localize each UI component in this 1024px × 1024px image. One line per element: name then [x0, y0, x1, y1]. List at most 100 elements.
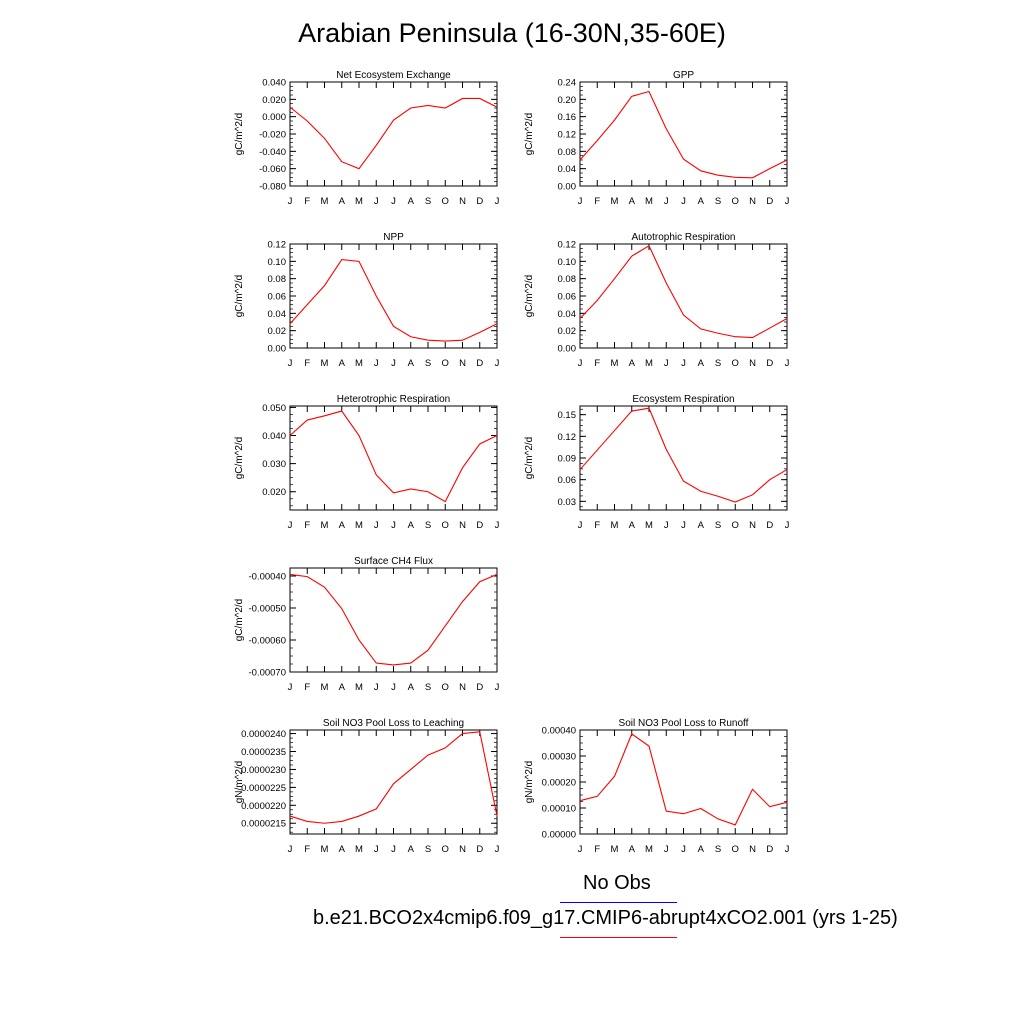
x-tick-label: J: [578, 196, 583, 207]
x-tick-label: J: [374, 358, 379, 369]
x-tick-label: M: [355, 196, 363, 207]
x-tick-label: M: [321, 844, 329, 855]
x-tick-label: D: [476, 520, 483, 531]
x-tick-label: A: [698, 196, 705, 207]
x-tick-label: A: [339, 196, 346, 207]
series-line: [289, 97, 498, 170]
chart-title: Heterotrophic Respiration: [337, 394, 450, 405]
x-tick-label: A: [408, 358, 415, 369]
x-tick-label: J: [374, 844, 379, 855]
series-line: [579, 90, 788, 179]
y-tick-label: 0.00010: [542, 804, 576, 815]
x-tick-label: F: [594, 358, 600, 369]
x-tick-label: D: [476, 682, 483, 693]
x-tick-label: S: [715, 844, 721, 855]
y-tick-label: 0.00040: [542, 726, 576, 737]
y-tick-label: 0.00030: [542, 752, 576, 763]
x-tick-label: A: [698, 844, 705, 855]
x-tick-label: S: [715, 520, 721, 531]
x-tick-label: N: [459, 682, 466, 693]
x-tick-label: J: [495, 358, 500, 369]
x-tick-label: O: [732, 844, 739, 855]
y-tick-label: 0.02: [558, 326, 577, 337]
chart-title: GPP: [673, 70, 694, 81]
x-tick-label: O: [732, 520, 739, 531]
y-tick-label: 0.09: [558, 454, 577, 465]
x-tick-label: F: [304, 196, 310, 207]
x-tick-label: A: [698, 358, 705, 369]
y-tick-label: 0.00020: [542, 778, 576, 789]
chart-panel: GPP gC/m^2/d 0.00 0.04 0.08 0.12 0.16 0.20 0.24 J…: [524, 70, 790, 207]
plot-frame: [289, 567, 498, 673]
x-tick-label: D: [766, 844, 773, 855]
x-tick-label: J: [785, 520, 790, 531]
y-tick-label: -0.00040: [248, 572, 286, 583]
x-tick-label: J: [288, 682, 293, 693]
x-tick-label: J: [391, 358, 396, 369]
x-tick-label: F: [304, 682, 310, 693]
y-tick-label: -0.040: [259, 147, 286, 158]
y-tick-label: 0.000: [262, 112, 286, 123]
x-tick-label: J: [785, 844, 790, 855]
chart-panel: Heterotrophic Respiration gC/m^2/d 0.020 0.…: [234, 394, 500, 531]
x-tick-label: M: [321, 196, 329, 207]
x-tick-label: J: [495, 520, 500, 531]
x-tick-label: D: [766, 358, 773, 369]
y-tick-label: 0.10: [558, 257, 577, 268]
y-tick-label: 0.24: [558, 78, 577, 89]
x-tick-label: J: [785, 358, 790, 369]
x-tick-label: A: [408, 682, 415, 693]
y-tick-label: -0.00060: [248, 636, 286, 647]
x-tick-label: O: [442, 358, 449, 369]
y-tick-label: 0.04: [558, 164, 577, 175]
y-tick-label: 0.0000220: [241, 801, 286, 812]
plot-frame: [289, 405, 498, 511]
y-tick-label: -0.060: [259, 164, 286, 175]
x-tick-label: F: [594, 196, 600, 207]
y-tick-label: 0.00000: [542, 830, 576, 841]
legend-obs-line: [560, 902, 677, 903]
x-tick-label: M: [611, 520, 619, 531]
x-tick-label: M: [611, 196, 619, 207]
x-tick-label: J: [681, 358, 686, 369]
y-axis-label: gC/m^2/d: [234, 599, 245, 642]
y-tick-label: 0.03: [558, 497, 577, 508]
x-tick-label: A: [629, 358, 636, 369]
plot-frame: [289, 81, 498, 187]
y-tick-label: 0.0000225: [241, 783, 286, 794]
x-tick-label: J: [578, 358, 583, 369]
x-tick-label: O: [442, 682, 449, 693]
y-tick-label: 0.20: [558, 95, 577, 106]
x-tick-label: J: [664, 520, 669, 531]
x-tick-label: N: [459, 196, 466, 207]
x-tick-label: A: [408, 520, 415, 531]
chart-panel: NPP gC/m^2/d 0.00 0.02 0.04 0.06 0.08 0.10 0.12 J…: [234, 232, 500, 369]
x-tick-label: J: [681, 196, 686, 207]
x-tick-label: A: [629, 196, 636, 207]
x-tick-label: F: [594, 844, 600, 855]
y-tick-label: 0.06: [268, 292, 287, 303]
y-tick-label: 0.15: [558, 410, 577, 421]
x-tick-label: A: [629, 520, 636, 531]
y-axis-label: gC/m^2/d: [524, 437, 535, 480]
x-tick-label: J: [495, 682, 500, 693]
y-tick-label: 0.02: [268, 326, 287, 337]
chart-title: Ecosystem Respiration: [632, 394, 734, 405]
legend-case-label: b.e21.BCO2x4cmip6.f09_g17.CMIP6-abrupt4x…: [313, 907, 898, 929]
x-tick-label: J: [374, 196, 379, 207]
x-tick-label: J: [681, 844, 686, 855]
x-tick-label: M: [645, 520, 653, 531]
x-tick-label: O: [732, 358, 739, 369]
y-tick-label: -0.080: [259, 182, 286, 193]
x-tick-label: M: [645, 844, 653, 855]
y-tick-label: 0.04: [558, 309, 577, 320]
x-tick-label: J: [495, 196, 500, 207]
chart-title: Autotrophic Respiration: [632, 232, 736, 243]
y-tick-label: 0.020: [262, 95, 286, 106]
chart-title: Soil NO3 Pool Loss to Runoff: [619, 718, 749, 729]
x-tick-label: S: [425, 358, 431, 369]
y-tick-label: 0.06: [558, 292, 577, 303]
y-tick-label: 0.050: [262, 403, 286, 414]
x-tick-label: J: [681, 520, 686, 531]
x-tick-label: J: [664, 358, 669, 369]
